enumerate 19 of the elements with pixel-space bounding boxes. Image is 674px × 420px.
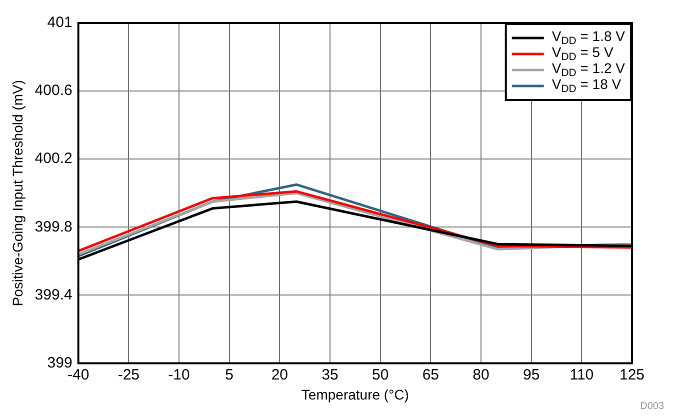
x-tick-label: 50	[372, 366, 389, 384]
y-tick-label: 399.8	[34, 218, 72, 236]
x-tick-label: 5	[225, 366, 234, 384]
x-tick-label: -10	[168, 366, 190, 384]
x-tick-label: 95	[522, 366, 540, 384]
x-tick-label: 65	[422, 366, 440, 384]
x-tick-label: 20	[271, 366, 288, 384]
x-tick-label: 125	[619, 366, 645, 384]
text: D003	[640, 401, 664, 412]
y-tick-label: 399.4	[34, 286, 72, 304]
y-tick-label: 400.2	[34, 150, 72, 168]
y-tick-label: 400.6	[34, 82, 72, 100]
x-tick-label: 110	[570, 366, 594, 384]
x-tick-label: 35	[322, 366, 338, 384]
x-axis-title: Temperature (°C)	[301, 386, 409, 402]
x-tick-label: 80	[472, 366, 490, 384]
y-axis-title: Positive-Going Input Threshold (mV)	[9, 80, 26, 306]
y-tick-label: 401	[47, 14, 72, 32]
x-tick-label: -25	[118, 366, 140, 384]
